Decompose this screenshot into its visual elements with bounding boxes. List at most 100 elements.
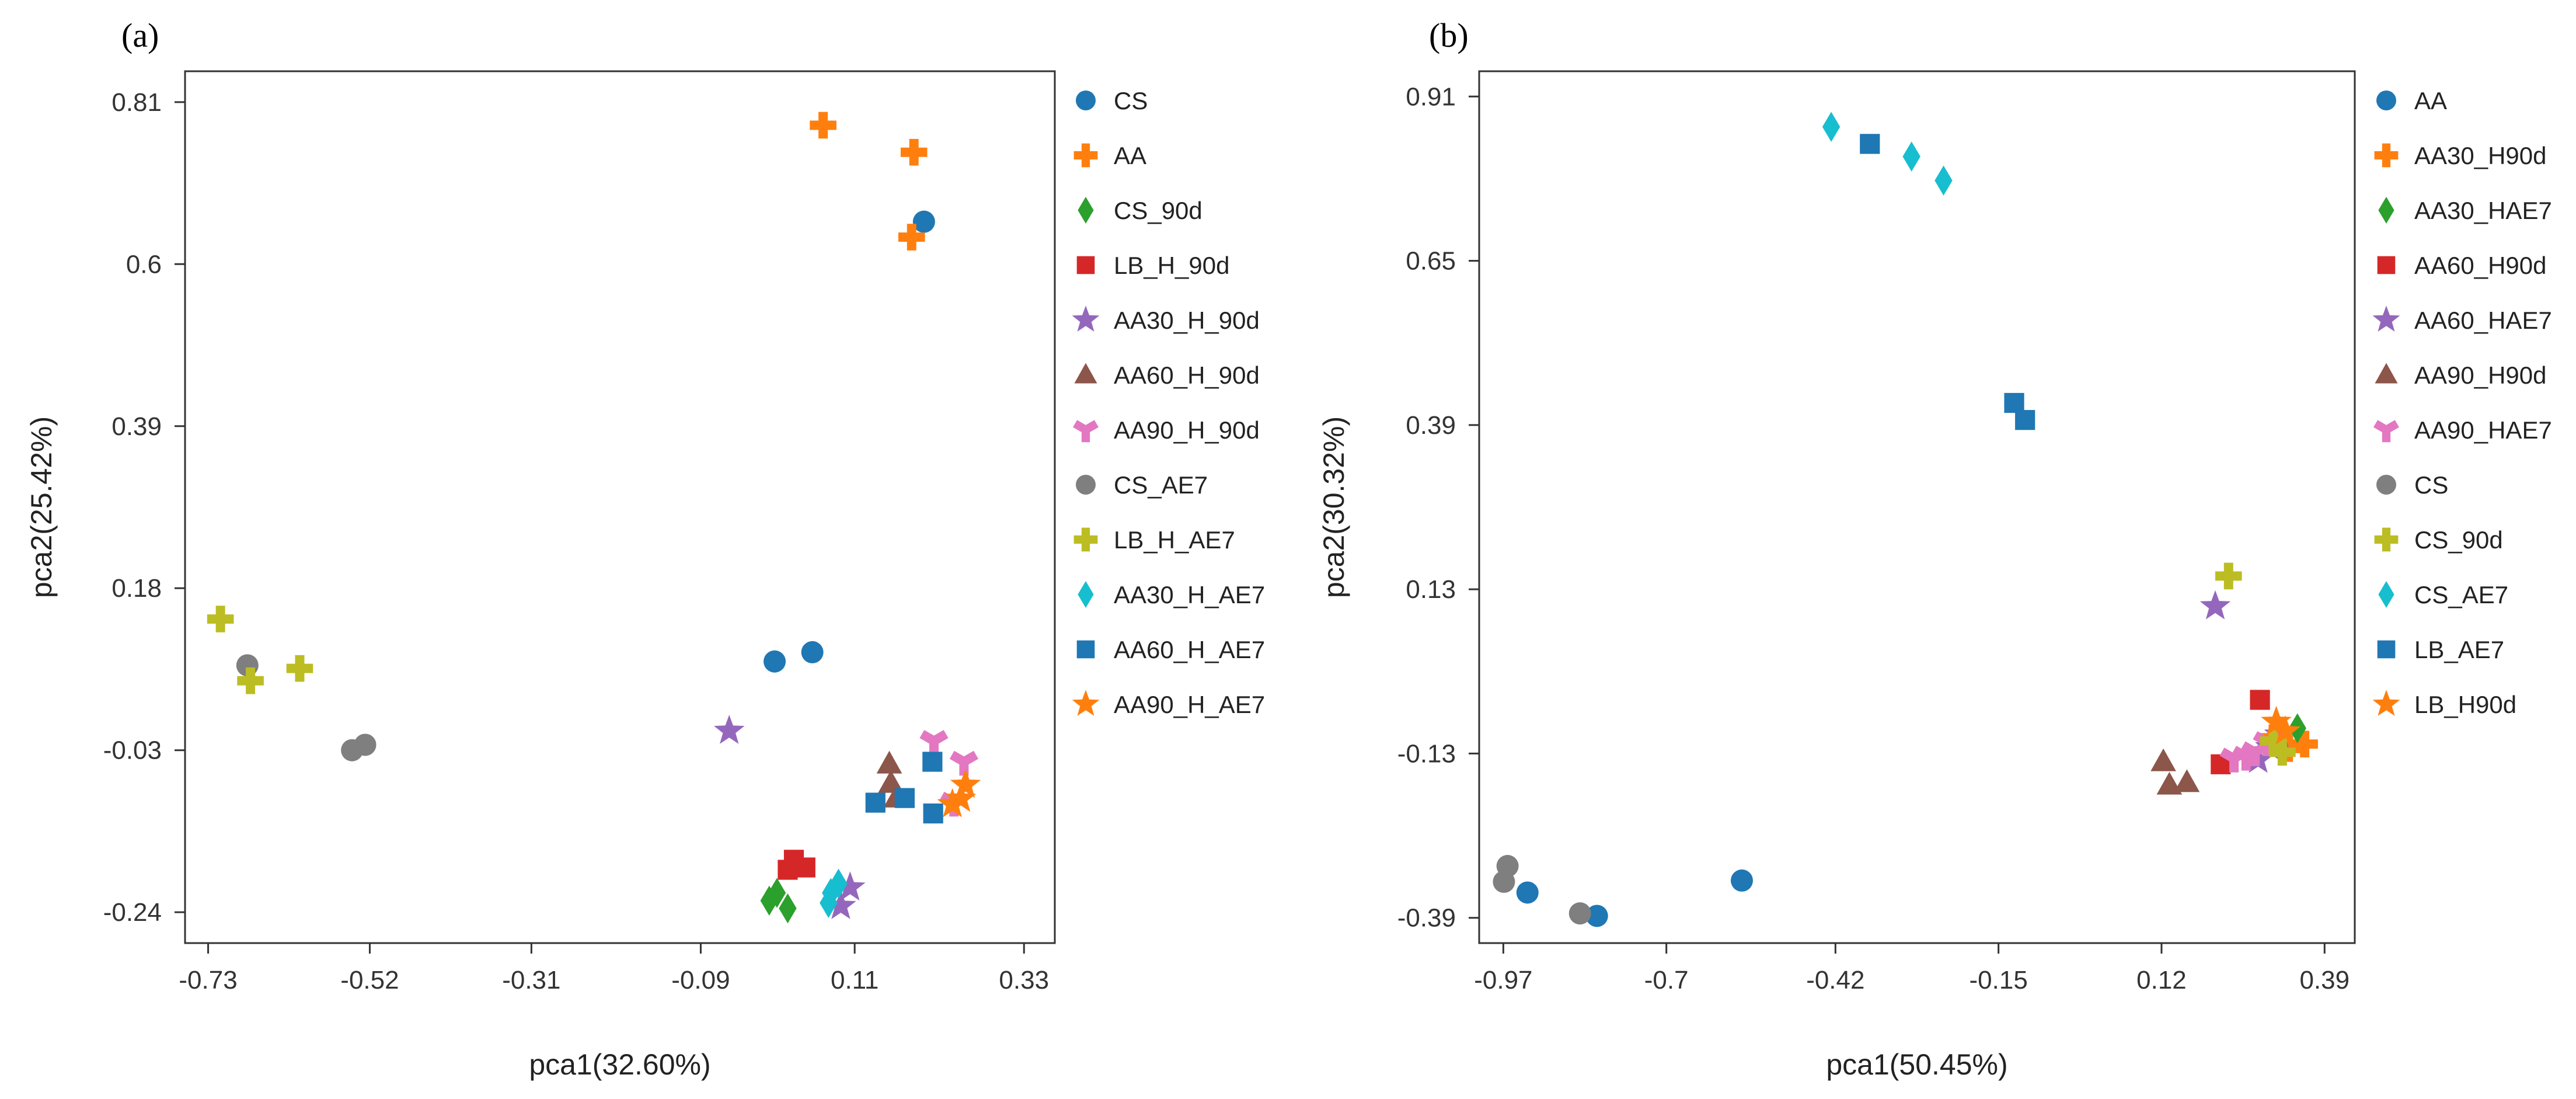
data-point (2261, 705, 2292, 735)
legend-marker (2378, 197, 2394, 224)
legend-marker (2373, 420, 2399, 443)
data-point (865, 792, 886, 813)
legend-entry: LB_H90d (2414, 691, 2516, 718)
data-point (825, 890, 856, 919)
data-point (2291, 731, 2318, 758)
x-tick-label: -0.73 (179, 966, 237, 994)
data-point (900, 138, 928, 166)
series-AA (810, 112, 928, 251)
data-point (2215, 562, 2242, 590)
legend-marker (2372, 305, 2400, 332)
data-point (2156, 771, 2183, 795)
series-CS_AE7 (236, 654, 377, 761)
data-point (1822, 112, 1841, 142)
data-point (1568, 902, 1591, 925)
y-axis-label: pca2(30.32%) (1317, 416, 1350, 598)
data-point (779, 893, 797, 924)
data-point (354, 733, 377, 756)
data-point (876, 750, 902, 774)
y-tick-label: 0.18 (111, 574, 162, 603)
data-point (835, 871, 866, 901)
data-point (945, 782, 977, 812)
legend-marker (2376, 91, 2396, 110)
legend-marker (1076, 91, 1096, 110)
legend-entry: CS_AE7 (1114, 471, 1208, 499)
data-point (810, 112, 836, 139)
legend-marker (1073, 143, 1098, 168)
x-tick-label: -0.97 (1474, 966, 1532, 994)
series-AA60_H_AE7 (865, 752, 943, 824)
legend-entry: AA (1114, 142, 1146, 169)
series-CS (764, 210, 935, 673)
data-point (912, 210, 935, 233)
legend-marker (2377, 640, 2396, 659)
legend-marker (2372, 690, 2400, 716)
legend-entry: CS_90d (1114, 197, 1202, 224)
data-point (2270, 715, 2301, 745)
legend-entry: AA90_HAE7 (2414, 416, 2552, 444)
y-tick-label: 0.6 (126, 250, 162, 279)
series-CS (1493, 855, 1591, 925)
y-tick-label: 0.39 (1406, 411, 1456, 440)
x-tick-label: 0.11 (831, 966, 879, 994)
data-point (2250, 690, 2270, 710)
data-point (1860, 134, 1880, 154)
x-tick-label: -0.52 (340, 966, 399, 994)
data-point (894, 788, 915, 808)
y-tick-label: 0.13 (1406, 575, 1456, 604)
legend-entry: AA90_H_90d (1114, 416, 1260, 444)
legend-marker (1076, 256, 1095, 274)
data-point (714, 715, 745, 744)
series-LB_H_AE7 (207, 606, 313, 694)
data-point (829, 868, 848, 899)
x-tick-label: 0.39 (2299, 966, 2350, 994)
data-point (1902, 141, 1920, 172)
data-point (1585, 905, 1608, 927)
data-point (2004, 392, 2024, 413)
series-LB_H90d (2261, 705, 2301, 745)
legend-marker (2374, 143, 2399, 168)
data-point (760, 885, 779, 916)
legend-entry: LB_H_90d (1114, 252, 1230, 279)
series-AA (1516, 869, 1753, 927)
x-tick-label: 0.33 (999, 966, 1049, 994)
plot-frame (184, 70, 1056, 944)
legend-entry: AA (2414, 87, 2447, 114)
data-point (1493, 871, 1515, 893)
legend-marker (1072, 305, 1100, 332)
data-point (2015, 410, 2035, 430)
data-point (2269, 739, 2296, 766)
x-tick-label: 0.12 (2136, 966, 2187, 994)
legend-entry: AA60_H_90d (1114, 361, 1260, 389)
y-tick-label: 0.39 (111, 412, 162, 441)
legend-entry: AA30_H90d (2414, 142, 2547, 169)
data-point (923, 803, 943, 824)
legend-entry: AA60_HAE7 (2414, 307, 2552, 334)
legend-marker (2375, 363, 2398, 384)
x-tick-label: -0.42 (1806, 966, 1864, 994)
data-point (2199, 590, 2231, 620)
legend-entry: LB_H_AE7 (1114, 526, 1235, 554)
data-point (949, 750, 978, 776)
legend-marker (1076, 640, 1095, 659)
data-point (937, 788, 968, 818)
series-AA90_H90d (2150, 748, 2200, 795)
data-point (207, 606, 234, 632)
data-point (898, 224, 925, 251)
x-tick-label: -0.09 (671, 966, 730, 994)
chart-panel-b: (b) -0.97 -0.7 -0.42 -0.15 0.12 0.39 -0.39 -0.13… (1317, 16, 2552, 1081)
series-CS_90d (760, 878, 797, 924)
data-point (2260, 727, 2287, 754)
data-point (286, 655, 313, 682)
data-point (922, 752, 943, 772)
legend-entry: AA30_H_AE7 (1114, 581, 1265, 608)
series-LB_H_90d (778, 850, 815, 880)
legend-marker (1078, 197, 1094, 224)
legend-entry: LB_AE7 (2414, 636, 2504, 663)
legend-entry: CS (1114, 87, 1148, 114)
y-tick-label: -0.39 (1397, 904, 1456, 933)
data-point (2150, 748, 2176, 771)
x-axis-label: pca1(32.60%) (529, 1048, 710, 1081)
y-tick-label: 0.91 (1406, 82, 1456, 111)
